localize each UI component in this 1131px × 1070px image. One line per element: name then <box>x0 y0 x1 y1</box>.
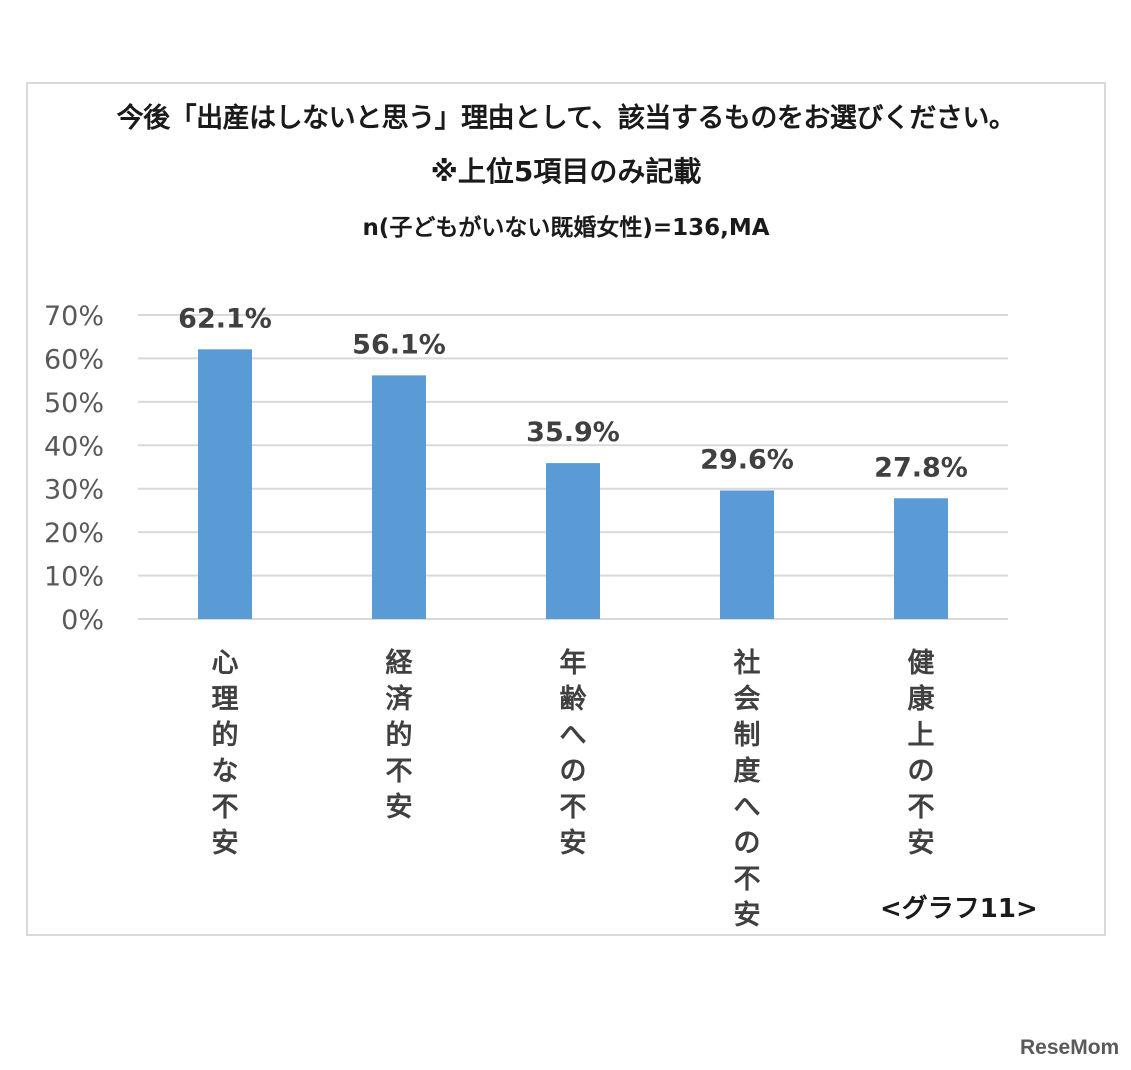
x-category-char: 経 <box>386 647 414 679</box>
y-tick-label: 60% <box>44 344 104 375</box>
x-category-char: へ <box>560 720 587 751</box>
x-category-char: 安 <box>212 828 239 859</box>
y-tick-label: 10% <box>44 562 104 593</box>
y-tick-label: 30% <box>44 475 104 506</box>
x-category-char: へ <box>734 792 761 823</box>
x-category-char: 不 <box>560 792 587 823</box>
bar <box>372 375 426 619</box>
bar <box>720 490 774 619</box>
bar <box>546 463 600 619</box>
y-tick-label: 70% <box>44 301 104 332</box>
data-label: 27.8% <box>874 452 968 483</box>
x-category-char: 理 <box>212 684 239 715</box>
chart-note: n(子どもがいない既婚女性)=136,MA <box>362 215 770 241</box>
bar <box>198 349 252 619</box>
chart-subtitle: ※上位5項目のみ記載 <box>430 155 702 188</box>
x-category-char: 的 <box>386 719 413 751</box>
x-category-char: 年 <box>560 647 587 679</box>
x-category-char: 社 <box>734 647 761 679</box>
bar <box>894 498 948 619</box>
x-category-char: 済 <box>386 683 414 715</box>
y-tick-label: 40% <box>44 431 104 462</box>
x-category-char: 安 <box>908 828 935 859</box>
y-tick-label: 50% <box>44 388 104 419</box>
data-label: 35.9% <box>526 417 620 448</box>
figure-caption: <グラフ11> <box>880 894 1038 924</box>
x-category-char: 康 <box>908 683 936 715</box>
x-category-char: の <box>908 756 935 787</box>
x-category-char: 度 <box>734 755 761 787</box>
x-category-char: 的 <box>212 719 239 751</box>
y-tick-label: 20% <box>44 518 104 549</box>
resemom-logo: ReseMom <box>1020 1036 1120 1059</box>
x-category-char: の <box>734 828 761 859</box>
x-category-char: 不 <box>908 792 935 823</box>
data-label: 62.1% <box>178 303 272 334</box>
chart-title: 今後「出産はしないと思う」理由として、該当するものをお選びください。 <box>116 103 1016 134</box>
x-category-char: 不 <box>734 864 761 895</box>
x-category-char: 会 <box>734 684 761 715</box>
x-category-char: 上 <box>908 720 935 751</box>
data-label: 56.1% <box>352 329 446 360</box>
x-category-char: 齢 <box>560 683 587 715</box>
x-category-char: 安 <box>734 900 761 931</box>
x-category-char: 制 <box>734 720 761 751</box>
x-category-char: 心 <box>212 648 239 679</box>
y-tick-label: 0% <box>61 605 104 636</box>
x-category-char: な <box>212 756 239 787</box>
x-category-char: 安 <box>560 828 587 859</box>
x-category-char: 不 <box>386 756 413 787</box>
x-category-char: の <box>560 756 587 787</box>
x-category-char: 健 <box>908 648 935 679</box>
x-category-char: 安 <box>386 792 413 823</box>
x-category-char: 不 <box>212 792 239 823</box>
data-label: 29.6% <box>700 444 794 475</box>
